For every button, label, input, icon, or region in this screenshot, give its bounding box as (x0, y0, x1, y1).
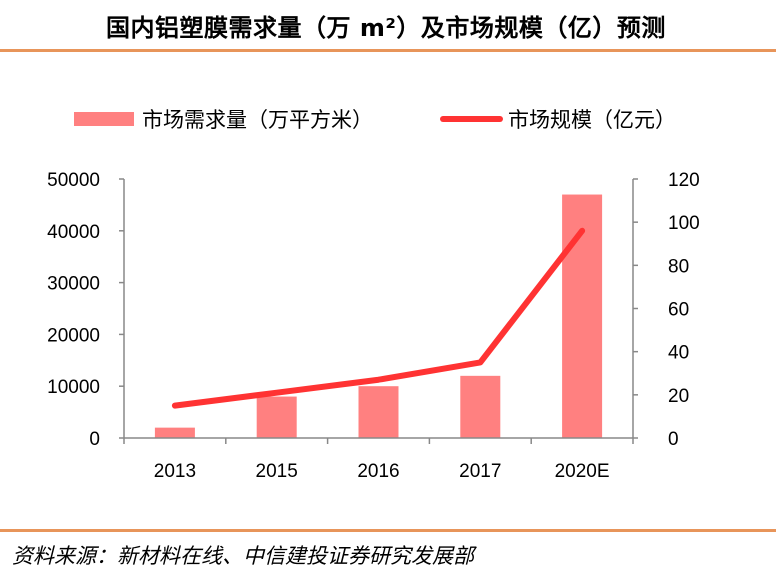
legend: 市场需求量（万平方米） 市场规模（亿元） (0, 104, 776, 134)
bar-2015 (256, 396, 297, 438)
legend-bar-swatch (74, 112, 134, 126)
left-tick-label: 10000 (47, 377, 100, 398)
legend-bar-label: 市场需求量（万平方米） (142, 108, 373, 132)
right-tick-label: 20 (668, 386, 689, 407)
bottom-divider (0, 529, 776, 532)
left-tick-label: 30000 (47, 274, 100, 295)
right-tick-label: 60 (668, 300, 689, 321)
left-tick-label: 40000 (47, 222, 100, 243)
right-tick-label: 100 (668, 213, 700, 234)
bar-2017 (460, 375, 501, 438)
chart: 0 10000 20000 30000 40000 50000 0 20 40 60 80 100 12… (47, 170, 700, 482)
left-tick-label: 0 (89, 429, 100, 450)
right-tick-label: 0 (668, 429, 679, 450)
x-tick-label: 2013 (154, 461, 196, 482)
bar-2013 (154, 427, 195, 438)
x-tick-label: 2017 (459, 461, 501, 482)
x-tick-label: 2015 (256, 461, 298, 482)
right-tick-label: 40 (668, 343, 689, 364)
source-note: 资料来源：新材料在线、中信建投证券研究发展部 (12, 544, 474, 568)
right-tick-label: 120 (668, 170, 700, 191)
right-tick-label: 80 (668, 256, 689, 277)
x-tick-label: 2016 (357, 461, 399, 482)
legend-line-swatch (440, 116, 503, 122)
market-size-line (171, 227, 586, 409)
left-tick-label: 50000 (47, 170, 100, 191)
chart-title: 国内铝塑膜需求量（万 m²）及市场规模（亿）预测 (106, 14, 666, 42)
left-tick-label: 20000 (47, 325, 100, 346)
x-tick-label: 2020E (555, 461, 610, 482)
top-divider (0, 49, 776, 52)
legend-line-label: 市场规模（亿元） (508, 108, 676, 132)
bar-2016 (358, 386, 399, 438)
